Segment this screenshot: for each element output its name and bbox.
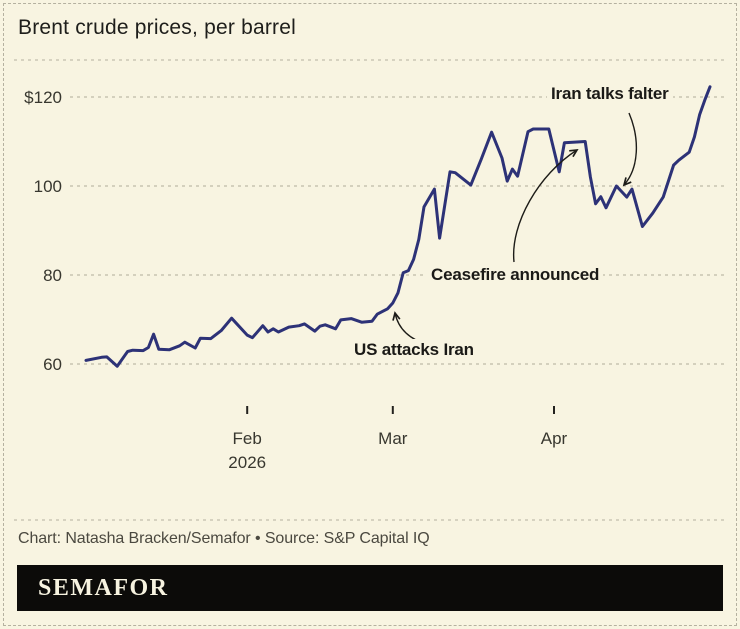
- generated-chart-layer: $120 100 80 60 Feb 2026 Mar Apr: [24, 85, 726, 472]
- x-tick-label: Apr: [541, 429, 568, 448]
- annotation-us-attacks-iran: US attacks Iran: [350, 339, 478, 361]
- price-line: [84, 85, 712, 368]
- ceasefire-announced-arrow: [512, 150, 577, 263]
- y-tick-label: $120: [24, 88, 62, 107]
- annotation-iran-talks-falter: Iran talks falter: [547, 83, 673, 105]
- semafor-logo-bar: SEMAFOR: [17, 565, 723, 611]
- y-tick-label: 100: [34, 177, 62, 196]
- chart-credit: Chart: Natasha Bracken/Semafor • Source:…: [18, 530, 430, 547]
- x-tick-label: Feb: [233, 429, 262, 448]
- y-tick-label: 60: [43, 355, 62, 374]
- x-tick-sublabel: 2026: [228, 453, 266, 472]
- chart-title: Brent crude prices, per barrel: [18, 16, 296, 39]
- x-tick-label: Mar: [378, 429, 408, 448]
- iran-talks-falter-arrow: [624, 112, 638, 185]
- semafor-wordmark: SEMAFOR: [38, 574, 169, 601]
- y-tick-label: 80: [43, 266, 62, 285]
- annotation-ceasefire-announced: Ceasefire announced: [427, 264, 604, 286]
